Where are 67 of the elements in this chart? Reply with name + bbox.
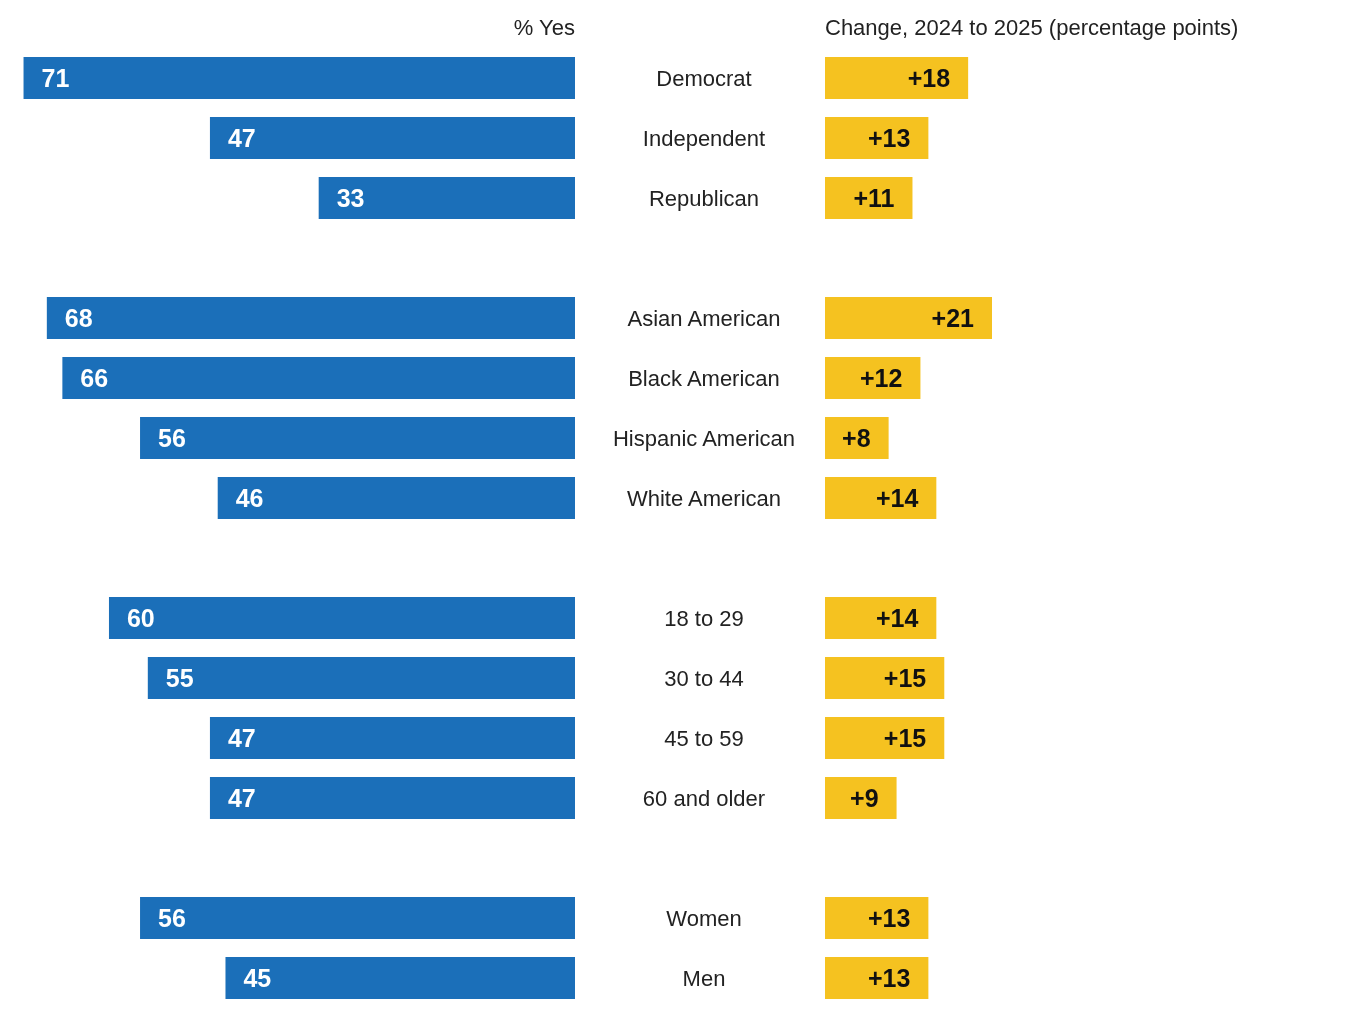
data-label: 47 (227, 124, 256, 152)
y-tick-label: Men (682, 965, 726, 991)
data-label: 47 (227, 724, 256, 752)
bar (825, 117, 929, 159)
y-tick-label: 60 and older (642, 785, 766, 811)
data-label: +12 (860, 364, 903, 392)
data-label: 33 (336, 184, 365, 212)
y-tick-label: White American (626, 485, 782, 511)
data-label: +13 (867, 124, 911, 152)
y-tick-label: Hispanic American (612, 425, 796, 451)
bar (825, 717, 945, 759)
y-tick-label: 30 to 44 (664, 665, 744, 691)
bar (225, 957, 575, 999)
data-label: 60 (126, 604, 155, 632)
data-label: +9 (850, 784, 879, 812)
data-label: +14 (875, 484, 919, 512)
chart-title: % Yes (513, 15, 575, 40)
bar (209, 777, 575, 819)
data-label: +21 (931, 304, 975, 332)
bar (46, 297, 575, 339)
bar (825, 177, 913, 219)
data-label: +13 (867, 964, 911, 992)
data-label: 71 (41, 64, 70, 92)
data-label: 68 (64, 304, 93, 332)
bar (318, 177, 575, 219)
data-label: 45 (243, 964, 272, 992)
data-label: +8 (842, 424, 871, 452)
y-tick-label: Democrat (656, 65, 752, 91)
bar (140, 417, 575, 459)
chart-title: Change, 2024 to 2025 (percentage points) (825, 15, 1239, 40)
y-tick-label: Women (666, 905, 742, 931)
bar (62, 357, 575, 399)
data-label: +11 (853, 184, 895, 212)
bar (209, 717, 575, 759)
y-tick-label: 18 to 29 (664, 605, 744, 631)
bar (825, 957, 929, 999)
data-label: 46 (235, 484, 264, 512)
bar (825, 357, 921, 399)
bar (825, 657, 945, 699)
data-label: +15 (883, 724, 927, 752)
bar (825, 897, 929, 939)
bar (147, 657, 575, 699)
data-label: 47 (227, 784, 256, 812)
data-label: +15 (883, 664, 927, 692)
data-label: 55 (165, 664, 194, 692)
bar (209, 117, 575, 159)
bar (825, 417, 889, 459)
bar (217, 477, 575, 519)
y-tick-label: Republican (648, 185, 760, 211)
data-label: +13 (867, 904, 911, 932)
data-label: 66 (80, 364, 109, 392)
bar (825, 777, 897, 819)
bar (23, 57, 575, 99)
data-label: 56 (158, 904, 186, 932)
bar (825, 297, 992, 339)
bar (825, 57, 969, 99)
bar (140, 897, 575, 939)
bar (825, 597, 937, 639)
bar (825, 477, 937, 519)
y-tick-label: 45 to 59 (664, 725, 744, 751)
bar (108, 597, 575, 639)
data-label: +18 (907, 64, 951, 92)
y-tick-label: Independent (642, 125, 766, 151)
data-label: 56 (158, 424, 186, 452)
y-tick-label: Black American (628, 365, 780, 391)
y-tick-label: Asian American (627, 305, 781, 331)
data-label: +14 (875, 604, 919, 632)
